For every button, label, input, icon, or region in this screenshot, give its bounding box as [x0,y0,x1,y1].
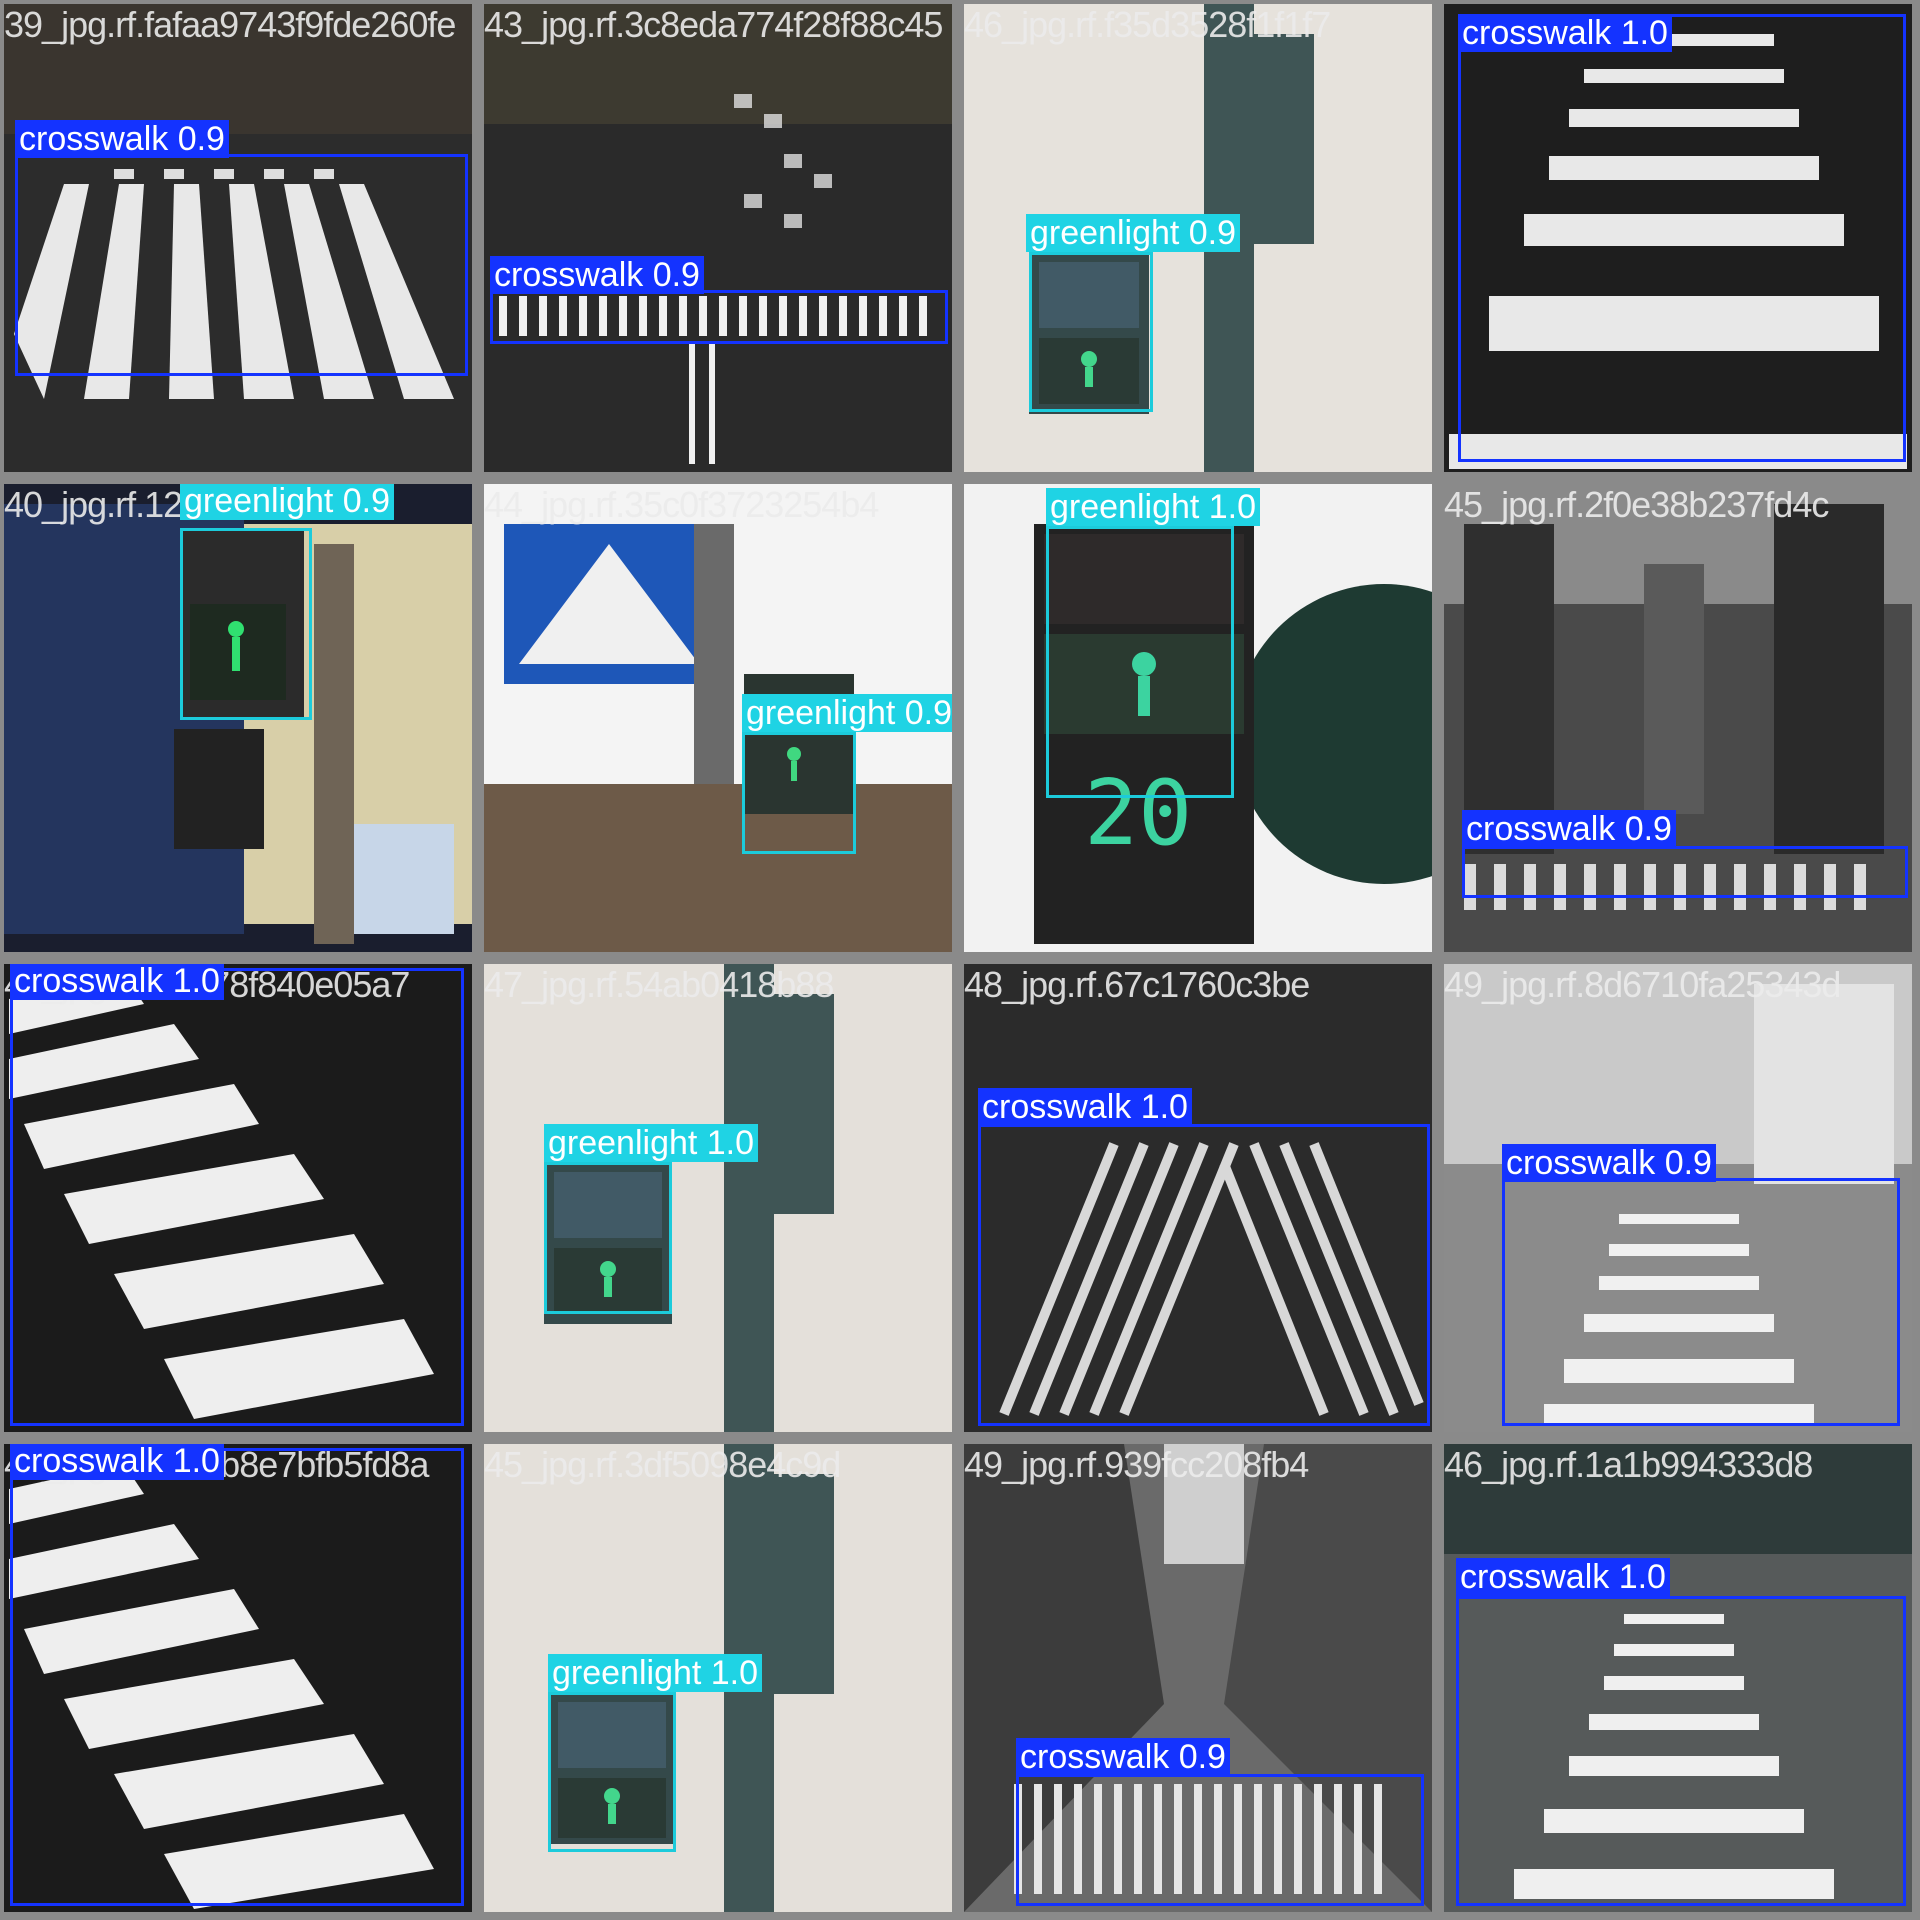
tile-filename: 48_jpg.rf.67c1760c3be [964,964,1310,1005]
detection-label: crosswalk 1.0 [10,1444,224,1480]
detection-label: crosswalk 1.0 [1456,1558,1670,1596]
tile-2: 43_jpg.rf.3c8eda774f28f88c45 crosswalk 0… [484,4,952,472]
scene-pedestrian-signal [484,964,952,1432]
detection-label: greenlight 1.0 [548,1654,763,1692]
detection-label: greenlight 1.0 [1046,488,1261,526]
tile-filename: 47_jpg.rf.54ab0418b88 [484,964,834,1005]
tile-3: 46_jpg.rf.f35d3528f1f1f7 greenlight 0.9 [964,4,1432,472]
tile-16: 46_jpg.rf.1a1b994333d8 crosswalk 1.0 [1444,1444,1912,1912]
tile-9: 41_jpg.rf.7daf78f840e05a7 crosswalk 1.0 [4,964,472,1432]
tile-8: 45_jpg.rf.2f0e38b237fd4c crosswalk 0.9 [1444,484,1912,952]
tile-filename: 43_jpg.rf.3c8eda774f28f88c45 [484,4,943,45]
bounding-box [180,528,312,720]
tile-filename: 44_jpg.rf.35c0f3723254b4 [484,484,879,525]
detection-label: crosswalk 0.9 [1016,1738,1230,1776]
detection-label: greenlight 0.9 [742,694,952,732]
bounding-box [1462,846,1908,898]
svg-text:20: 20 [1084,761,1192,866]
scene-news-signal [4,484,472,952]
bounding-box [1456,1596,1906,1906]
detection-label: crosswalk 0.9 [15,120,229,158]
bounding-box [10,1448,464,1906]
bounding-box [544,1162,672,1314]
bounding-box [1458,14,1906,462]
scene-signal-and-sign [484,484,952,952]
tile-filename: 45_jpg.rf.3df5098e4c9d [484,1444,841,1485]
tile-15: 49_jpg.rf.939fcc208fb4 crosswalk 0.9 [964,1444,1432,1912]
tile-12: 49_jpg.rf.8d6710fa25343d crosswalk 0.9 [1444,964,1912,1432]
scene-diagonal-crosswalk [4,1444,472,1912]
tile-14: 45_jpg.rf.3df5098e4c9d greenlight 1.0 [484,1444,952,1912]
detection-label: greenlight 1.0 [544,1124,759,1162]
bounding-box [742,732,856,854]
scene-city-intersection [1444,484,1912,952]
tile-filename: 49_jpg.rf.939fcc208fb4 [964,1444,1309,1485]
detection-label: crosswalk 0.9 [490,256,704,294]
tile-filename: 46_jpg.rf.f35d3528f1f1f7 [964,4,1331,45]
bounding-box [978,1124,1430,1426]
tile-4: crosswalk 1.0 [1444,4,1912,472]
detection-label: greenlight 0.9 [1026,214,1241,252]
scene-zebra-crossing [1444,4,1912,472]
bounding-box [548,1692,676,1852]
tile-5: 40_jpg.rf.12af6a9c greenlight 0.9 [4,484,472,952]
detection-label: crosswalk 1.0 [10,964,224,1000]
scene-street-crosswalk [1444,964,1912,1432]
scene-aerial-crossing [964,964,1432,1432]
detection-label: crosswalk 1.0 [1458,14,1672,52]
tile-filename: 49_jpg.rf.8d6710fa25343d [1444,964,1841,1005]
tile-filename: 39_jpg.rf.fafaa9743f9fde260fe [4,4,456,45]
scene-traffic-road [484,4,952,472]
bounding-box [15,154,468,376]
tile-1: 39_jpg.rf.fafaa9743f9fde260fe crosswalk … [4,4,472,472]
bounding-box [1016,1774,1424,1906]
bounding-box [490,290,948,344]
bounding-box [10,968,464,1426]
bounding-box [1029,252,1153,412]
detection-label: crosswalk 0.9 [1502,1144,1716,1182]
scene-zebra-crossing [1444,1444,1912,1912]
bounding-box [1502,1178,1900,1426]
tile-7: 20 greenlight 1.0 [964,484,1432,952]
tile-13: 41_jpg.rf.e575b8e7bfb5fd8a crosswalk 1.0 [4,1444,472,1912]
tile-filename: 45_jpg.rf.2f0e38b237fd4c [1444,484,1829,525]
detection-label: crosswalk 1.0 [978,1088,1192,1126]
bounding-box [1046,526,1234,798]
tile-filename: 46_jpg.rf.1a1b994333d8 [1444,1444,1813,1485]
tile-11: 48_jpg.rf.67c1760c3be crosswalk 1.0 [964,964,1432,1432]
scene-city-avenue [964,1444,1432,1912]
detection-label: crosswalk 0.9 [1462,810,1676,848]
tile-6: 44_jpg.rf.35c0f3723254b4 greenlight 0.9 [484,484,952,952]
scene-closeup-signal: 20 [964,484,1432,952]
tile-10: 47_jpg.rf.54ab0418b88 greenlight 1.0 [484,964,952,1432]
scene-crosswalk-street [4,4,472,472]
detection-label: greenlight 0.9 [180,484,395,520]
scene-diagonal-crosswalk [4,964,472,1432]
